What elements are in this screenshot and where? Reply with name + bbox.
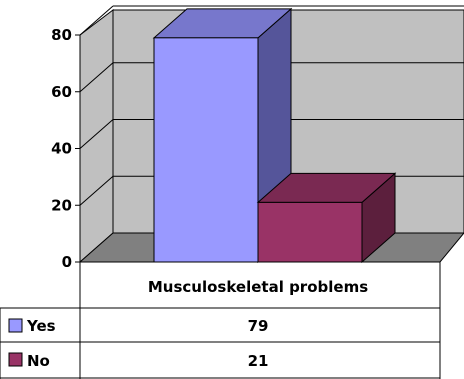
legend-label-no: No xyxy=(27,352,50,370)
gridline-side xyxy=(79,175,114,206)
legend-label-yes: Yes xyxy=(26,317,56,335)
gridline-side xyxy=(79,119,114,149)
y-tick-label: 0 xyxy=(62,253,72,271)
table-value-no: 21 xyxy=(248,352,269,370)
bar-no xyxy=(256,172,397,264)
data-table: Musculoskeletal problems Yes 79 No 21 xyxy=(0,262,441,379)
category-label: Musculoskeletal problems xyxy=(148,278,368,296)
side-wall xyxy=(79,8,114,264)
y-tick-label: 80 xyxy=(51,26,72,44)
y-axis-ticks: 0 20 40 60 80 xyxy=(51,26,80,271)
legend-swatch-yes xyxy=(8,318,23,333)
bars xyxy=(152,7,397,264)
gridline-side xyxy=(79,5,114,36)
y-tick-label: 40 xyxy=(51,140,72,158)
y-tick-label: 20 xyxy=(51,196,72,214)
y-tick-label: 60 xyxy=(51,83,72,101)
gridline-side xyxy=(79,62,114,93)
bar-front-face xyxy=(257,201,363,263)
table-value-yes: 79 xyxy=(248,317,269,335)
legend-swatch-no xyxy=(8,352,23,367)
bar-front-face xyxy=(153,37,259,263)
